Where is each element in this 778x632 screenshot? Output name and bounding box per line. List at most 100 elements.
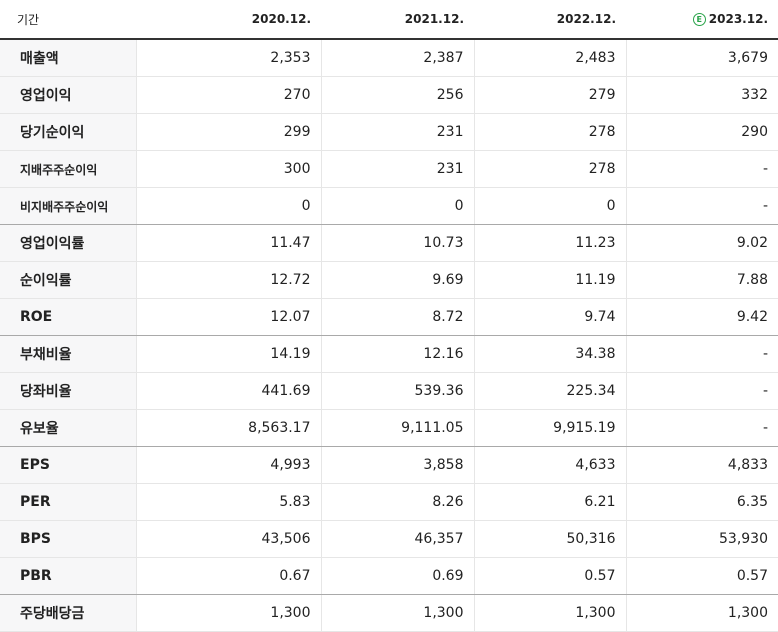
table-cell: 2,387 xyxy=(320,39,474,77)
table-row: 부채비율 14.19 12.16 34.38 - xyxy=(0,335,778,373)
row-label: PBR xyxy=(0,557,136,595)
table-cell: 1,300 xyxy=(135,594,321,632)
table-cell: 9,915.19 xyxy=(473,409,626,447)
table-cell: 4,633 xyxy=(473,446,626,484)
row-label: PER xyxy=(0,483,136,521)
table-cell: - xyxy=(625,409,778,447)
table-cell: 0 xyxy=(135,187,321,225)
row-label: BPS xyxy=(0,520,136,558)
row-label: 순이익률 xyxy=(0,261,136,299)
table-row: ROE 12.07 8.72 9.74 9.42 xyxy=(0,298,778,336)
table-row: EPS 4,993 3,858 4,633 4,833 xyxy=(0,446,778,484)
table-cell: 5.83 xyxy=(135,483,321,521)
table-cell: 4,833 xyxy=(625,446,778,484)
table-row: PER 5.83 8.26 6.21 6.35 xyxy=(0,483,778,521)
table-header-row: 기간 2020.12. 2021.12. 2022.12. E 2023.12. xyxy=(0,0,778,40)
row-label: 영업이익 xyxy=(0,76,136,114)
table-cell: 53,930 xyxy=(625,520,778,558)
table-row: 순이익률 12.72 9.69 11.19 7.88 xyxy=(0,261,778,299)
table-cell: 0 xyxy=(473,187,626,225)
table-cell: 539.36 xyxy=(320,372,474,410)
row-label: 부채비율 xyxy=(0,335,136,373)
table-row: 영업이익 270 256 279 332 xyxy=(0,76,778,114)
table-cell: - xyxy=(625,150,778,188)
row-label: ROE xyxy=(0,298,136,336)
table-cell: 11.23 xyxy=(473,224,626,262)
table-cell: 8,563.17 xyxy=(135,409,321,447)
table-cell: 1,300 xyxy=(625,594,778,632)
table-cell: 9.69 xyxy=(320,261,474,299)
table-row: 지배주주순이익 300 231 278 - xyxy=(0,150,778,188)
table-cell: 441.69 xyxy=(135,372,321,410)
table-row: BPS 43,506 46,357 50,316 53,930 xyxy=(0,520,778,558)
period-header: 기간 xyxy=(0,0,136,40)
year-header: 2022.12. xyxy=(474,0,626,40)
table-cell: 12.16 xyxy=(320,335,474,373)
row-label: 지배주주순이익 xyxy=(0,150,136,188)
table-cell: 2,483 xyxy=(473,39,626,77)
table-cell: 2,353 xyxy=(135,39,321,77)
table-cell: 270 xyxy=(135,76,321,114)
table-cell: 0 xyxy=(320,187,474,225)
table-cell: 8.26 xyxy=(320,483,474,521)
year-header-label: 2023.12. xyxy=(708,12,768,26)
row-label: 비지배주주순이익 xyxy=(0,187,136,225)
table-cell: 11.47 xyxy=(135,224,321,262)
year-header-estimate: E 2023.12. xyxy=(626,0,778,40)
table-cell: 9.02 xyxy=(625,224,778,262)
table-cell: 0.67 xyxy=(135,557,321,595)
row-label: 영업이익률 xyxy=(0,224,136,262)
table-row: 매출액 2,353 2,387 2,483 3,679 xyxy=(0,39,778,77)
table-cell: 299 xyxy=(135,113,321,151)
table-row: 당좌비율 441.69 539.36 225.34 - xyxy=(0,372,778,410)
table-cell: - xyxy=(625,372,778,410)
table-cell: 4,993 xyxy=(135,446,321,484)
year-header: 2021.12. xyxy=(321,0,474,40)
row-label: 주당배당금 xyxy=(0,594,136,632)
row-label: 매출액 xyxy=(0,39,136,77)
table-cell: 0.57 xyxy=(473,557,626,595)
table-cell: 279 xyxy=(473,76,626,114)
table-row: PBR 0.67 0.69 0.57 0.57 xyxy=(0,557,778,595)
row-label: 유보율 xyxy=(0,409,136,447)
table-cell: 1,300 xyxy=(320,594,474,632)
table-cell: 231 xyxy=(320,150,474,188)
table-cell: 290 xyxy=(625,113,778,151)
table-cell: 6.21 xyxy=(473,483,626,521)
table-cell: 256 xyxy=(320,76,474,114)
table-cell: 278 xyxy=(473,150,626,188)
row-label: 당좌비율 xyxy=(0,372,136,410)
table-cell: 12.07 xyxy=(135,298,321,336)
table-cell: 46,357 xyxy=(320,520,474,558)
table-cell: 9.74 xyxy=(473,298,626,336)
table-cell: 8.72 xyxy=(320,298,474,336)
table-row: 유보율 8,563.17 9,111.05 9,915.19 - xyxy=(0,409,778,447)
estimate-icon: E xyxy=(692,13,706,26)
table-cell: - xyxy=(625,335,778,373)
table-cell: 332 xyxy=(625,76,778,114)
table-cell: 9,111.05 xyxy=(320,409,474,447)
table-cell: 6.35 xyxy=(625,483,778,521)
table-row: 영업이익률 11.47 10.73 11.23 9.02 xyxy=(0,224,778,262)
table-cell: 10.73 xyxy=(320,224,474,262)
table-cell: 50,316 xyxy=(473,520,626,558)
table-cell: 1,300 xyxy=(473,594,626,632)
table-cell: 225.34 xyxy=(473,372,626,410)
table-row: 당기순이익 299 231 278 290 xyxy=(0,113,778,151)
row-label: 당기순이익 xyxy=(0,113,136,151)
table-cell: 34.38 xyxy=(473,335,626,373)
table-cell: 9.42 xyxy=(625,298,778,336)
table-cell: 12.72 xyxy=(135,261,321,299)
table-cell: 11.19 xyxy=(473,261,626,299)
table-cell: - xyxy=(625,187,778,225)
table-cell: 3,679 xyxy=(625,39,778,77)
table-cell: 7.88 xyxy=(625,261,778,299)
table-row: 비지배주주순이익 0 0 0 - xyxy=(0,187,778,225)
table-cell: 14.19 xyxy=(135,335,321,373)
table-cell: 231 xyxy=(320,113,474,151)
table-cell: 278 xyxy=(473,113,626,151)
table-row: 주당배당금 1,300 1,300 1,300 1,300 xyxy=(0,594,778,632)
table-cell: 3,858 xyxy=(320,446,474,484)
table-cell: 0.57 xyxy=(625,557,778,595)
